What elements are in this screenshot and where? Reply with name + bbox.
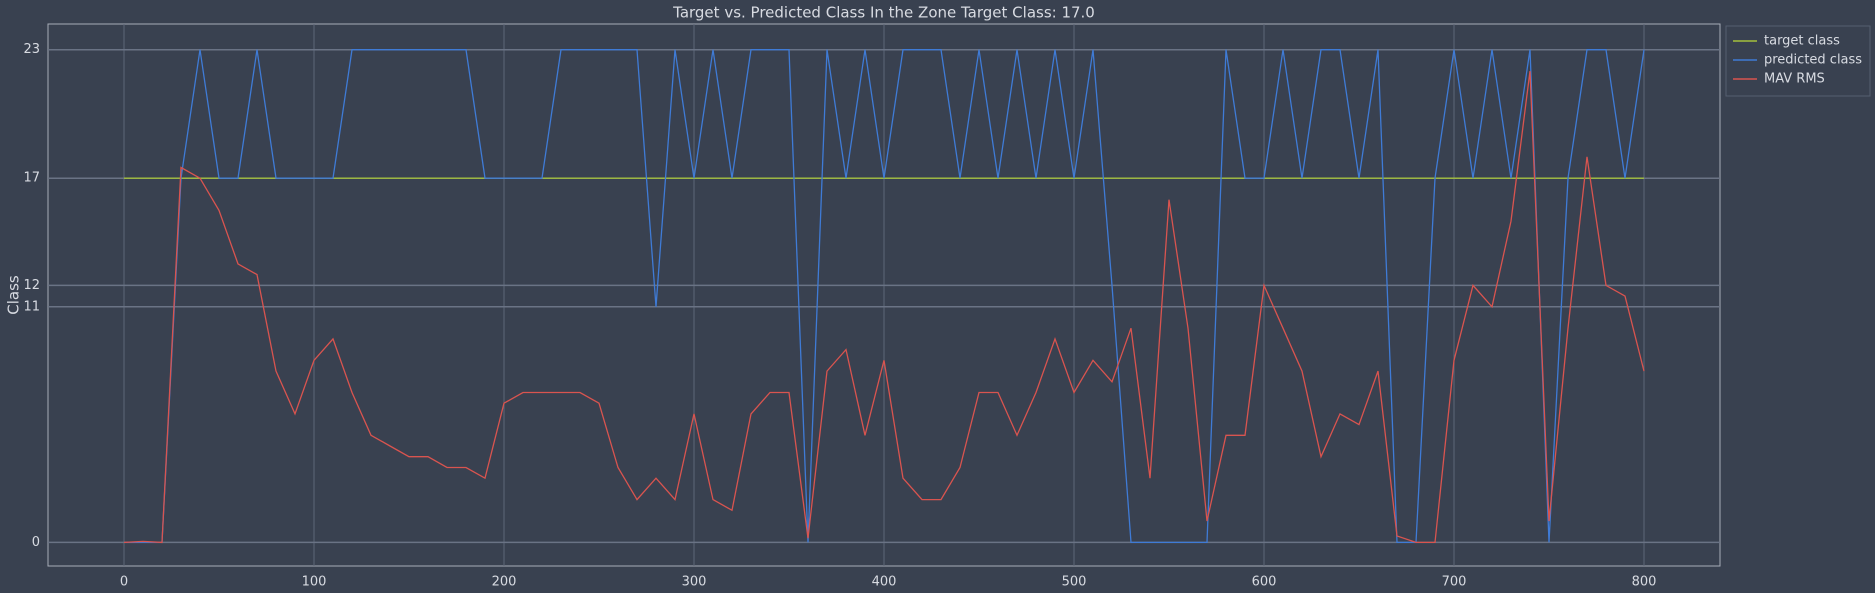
legend-label: MAV RMS xyxy=(1764,72,1825,87)
x-tick-label: 100 xyxy=(302,575,327,590)
series-line xyxy=(124,49,1645,544)
x-tick-label: 400 xyxy=(872,575,897,590)
chart-title: Target vs. Predicted Class In the Zone T… xyxy=(672,4,1095,22)
x-tick-label: 0 xyxy=(120,575,128,590)
legend-label: predicted class xyxy=(1764,53,1862,68)
y-tick-label: 0 xyxy=(32,535,40,550)
x-tick-label: 600 xyxy=(1252,575,1277,590)
y-tick-label: 23 xyxy=(23,42,40,57)
x-tick-label: 500 xyxy=(1062,575,1087,590)
y-tick-label: 17 xyxy=(23,171,40,186)
x-tick-label: 700 xyxy=(1442,575,1467,590)
legend-box xyxy=(1725,25,1871,97)
y-tick-label: 12 xyxy=(23,278,40,293)
x-tick-label: 200 xyxy=(492,575,517,590)
legend: target class predicted class MAV RMS xyxy=(1725,25,1871,97)
y-axis-label: Class xyxy=(5,275,23,315)
y-tick-label: 11 xyxy=(23,299,40,314)
x-tick-label: 800 xyxy=(1632,575,1657,590)
x-tick-label: 300 xyxy=(682,575,707,590)
series-line xyxy=(123,71,1645,544)
legend-label: target class xyxy=(1764,34,1840,49)
